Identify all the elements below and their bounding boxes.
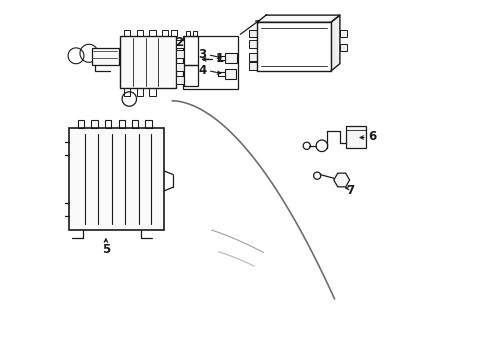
Bar	[118, 120, 125, 128]
Bar	[183, 65, 198, 86]
Bar	[346, 126, 366, 148]
Text: 1: 1	[215, 52, 224, 65]
Bar	[123, 88, 130, 96]
Bar	[249, 62, 257, 70]
Bar	[176, 63, 183, 71]
Bar	[224, 53, 237, 63]
Bar	[123, 30, 130, 36]
Bar	[185, 31, 190, 36]
Bar	[132, 120, 138, 128]
Bar	[91, 48, 118, 65]
Bar	[183, 36, 238, 89]
Bar	[339, 30, 346, 37]
Text: 3: 3	[198, 48, 206, 61]
Text: 5: 5	[102, 243, 110, 256]
Bar	[78, 120, 84, 128]
Bar	[176, 76, 183, 84]
Bar	[120, 36, 176, 88]
Bar	[170, 30, 177, 36]
Bar	[136, 88, 142, 96]
Polygon shape	[330, 15, 339, 71]
Polygon shape	[257, 15, 339, 22]
Text: 2: 2	[175, 36, 183, 49]
Bar	[193, 31, 197, 36]
Text: 4: 4	[198, 64, 206, 77]
Bar	[69, 128, 164, 230]
Bar	[149, 30, 155, 36]
Bar	[162, 30, 168, 36]
Bar	[338, 177, 344, 183]
Bar	[104, 120, 111, 128]
Polygon shape	[257, 22, 330, 71]
Bar	[249, 40, 257, 48]
Bar	[224, 69, 236, 79]
Bar	[176, 40, 183, 48]
Bar	[249, 30, 257, 37]
Bar	[145, 120, 151, 128]
Bar	[176, 50, 183, 58]
Bar	[339, 44, 346, 51]
Bar	[149, 88, 155, 96]
Bar	[249, 53, 257, 61]
Bar	[91, 120, 98, 128]
Bar	[136, 30, 142, 36]
Bar	[183, 36, 198, 65]
Text: 6: 6	[368, 130, 376, 143]
Text: 7: 7	[346, 184, 354, 197]
